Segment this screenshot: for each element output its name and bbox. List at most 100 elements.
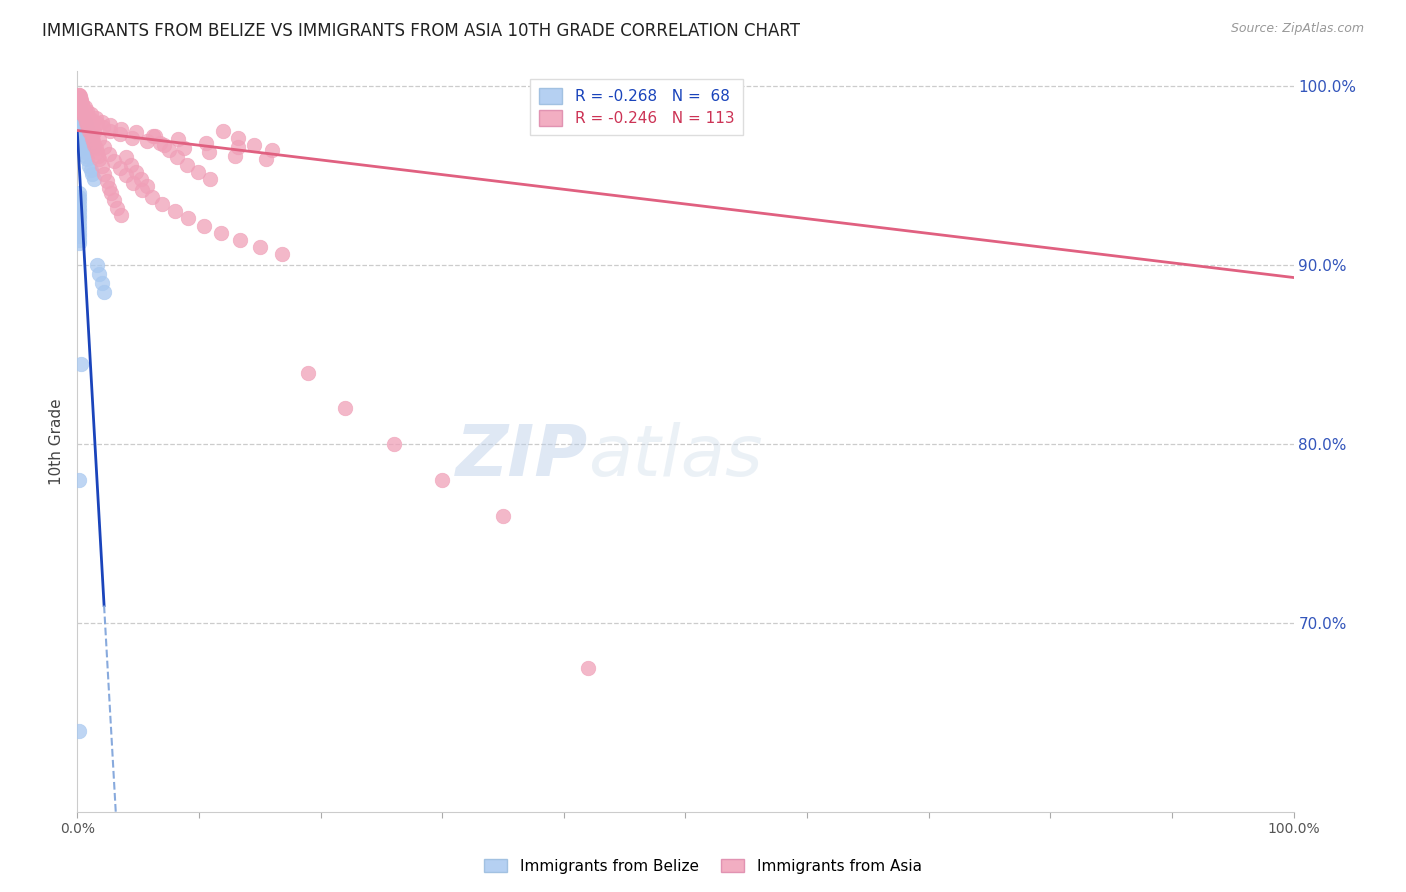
Point (69, 118, 91, 132)
Point (69, 127, 91, 141)
Point (67, 109, 90, 123)
Point (125, 125, 148, 139)
Point (80, 127, 103, 141)
Point (75, 114, 97, 128)
Point (83, 172, 105, 186)
Point (80, 107, 103, 121)
Point (70, 134, 93, 148)
Point (72, 120, 94, 134)
Point (70, 100, 93, 114)
Point (70, 107, 93, 121)
Point (89, 267, 111, 281)
Point (492, 508, 515, 523)
Point (70, 95, 93, 109)
Point (90, 160, 112, 174)
Point (70, 98, 93, 112)
Point (103, 153, 125, 168)
Point (70, 121, 93, 136)
Point (79, 160, 101, 174)
Point (110, 121, 132, 136)
Point (69, 130, 91, 145)
Point (125, 165, 148, 179)
Point (96, 174, 118, 188)
Point (108, 161, 131, 176)
Point (67, 96, 90, 111)
Point (89, 152, 111, 166)
Point (69, 96, 91, 111)
Point (115, 150, 138, 164)
Point (212, 123, 235, 137)
Point (576, 661, 599, 675)
Point (121, 130, 143, 145)
Point (193, 219, 215, 233)
Point (70, 357, 93, 371)
Point (83, 137, 105, 152)
Point (75, 118, 97, 132)
Point (86, 145, 108, 159)
Point (249, 240, 271, 254)
Point (67, 190, 90, 204)
Point (432, 473, 454, 487)
Point (67, 197, 90, 211)
Point (79, 120, 101, 134)
Point (226, 130, 249, 145)
Point (198, 172, 221, 186)
Point (69, 109, 91, 123)
Point (195, 136, 218, 150)
Point (90, 276, 112, 290)
Point (70, 96, 93, 111)
Point (97, 146, 120, 161)
Point (152, 197, 174, 211)
Point (173, 141, 195, 155)
Point (382, 437, 405, 451)
Point (69, 132, 91, 146)
Point (67, 211, 90, 226)
Point (70, 93, 93, 107)
Point (197, 145, 219, 159)
Point (79, 123, 101, 137)
Point (72, 102, 94, 116)
Point (115, 169, 138, 183)
Point (70, 103, 93, 118)
Point (83, 125, 105, 139)
Point (131, 183, 153, 197)
Point (91, 120, 114, 134)
Point (70, 112, 93, 127)
Point (77, 125, 100, 139)
Point (73, 105, 96, 120)
Point (93, 139, 115, 153)
Text: ZIP: ZIP (456, 422, 588, 491)
Point (67, 98, 90, 112)
Point (80, 118, 103, 132)
Point (67, 98, 90, 112)
Point (135, 179, 157, 194)
Point (69, 123, 91, 137)
Point (90, 114, 112, 128)
Point (67, 112, 90, 127)
Point (67, 105, 90, 120)
Point (67, 120, 90, 134)
Point (67, 219, 90, 233)
Point (103, 194, 125, 208)
Point (70, 116, 93, 130)
Point (69, 102, 91, 116)
Point (67, 87, 90, 102)
Point (70, 137, 93, 152)
Point (75, 109, 97, 123)
Point (70, 137, 93, 152)
Point (97, 181, 120, 195)
Point (93, 285, 115, 299)
Point (67, 222, 90, 236)
Point (122, 176, 145, 190)
Point (224, 148, 246, 162)
Point (67, 186, 90, 201)
Point (70, 105, 93, 120)
Point (79, 128, 101, 143)
Point (82, 139, 104, 153)
Point (87, 148, 110, 162)
Point (67, 208, 90, 222)
Point (69, 91, 91, 105)
Point (80, 136, 103, 150)
Point (67, 473, 90, 487)
Point (75, 105, 97, 120)
